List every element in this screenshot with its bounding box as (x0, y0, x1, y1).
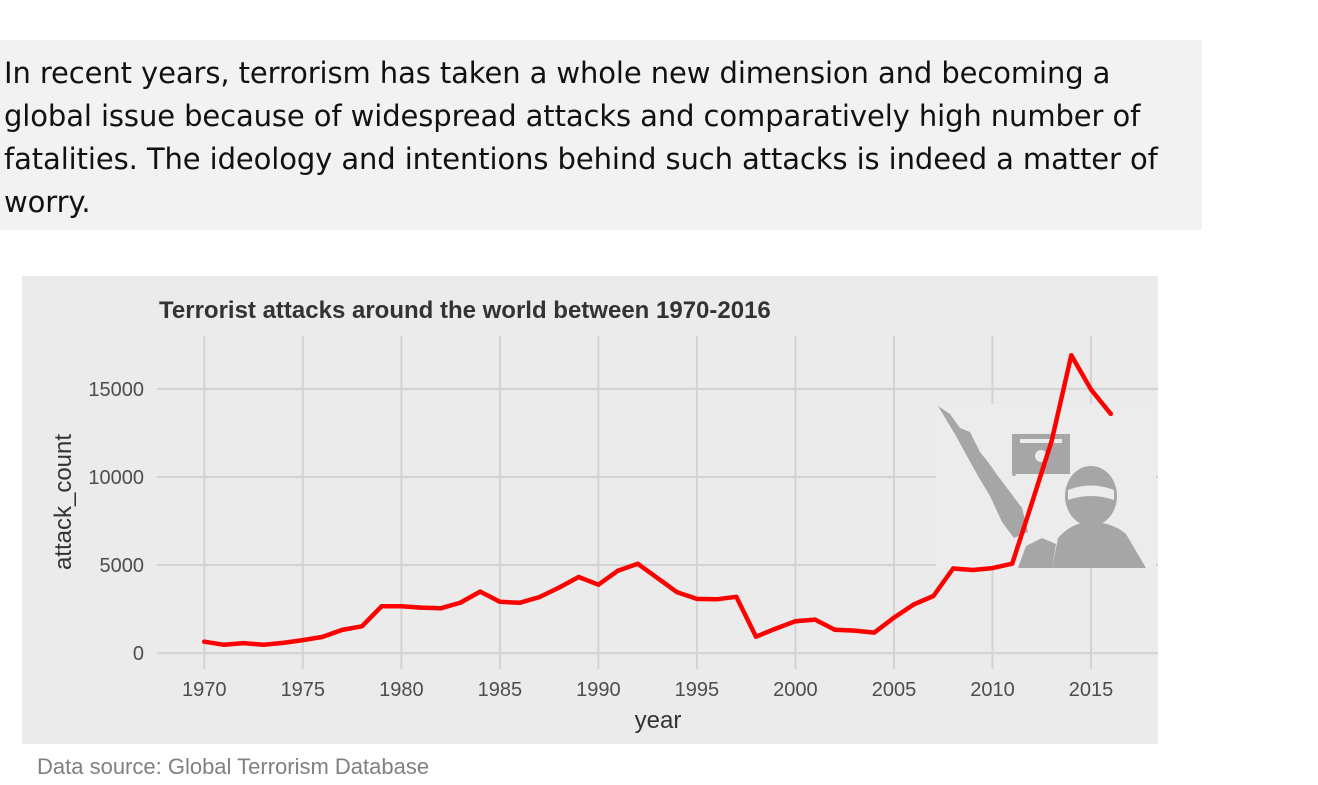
data-point (1088, 387, 1094, 392)
intro-box: In recent years, terrorism has taken a w… (0, 40, 1202, 230)
data-point (478, 589, 483, 594)
data-point (399, 604, 404, 609)
attack-count-line (202, 353, 1113, 648)
data-point (261, 642, 266, 647)
data-point (694, 596, 700, 602)
data-point (793, 619, 798, 624)
data-point (221, 642, 227, 647)
data-point (241, 640, 246, 646)
militant-silhouette-illustration (936, 404, 1156, 568)
source-note: Data source: Global Terrorism Database (37, 754, 430, 779)
data-point (596, 582, 601, 587)
x-tick-label: 1980 (379, 679, 424, 701)
data-point (911, 602, 916, 607)
data-point (675, 590, 680, 595)
data-point (950, 566, 956, 571)
data-point (812, 617, 818, 622)
data-point (714, 597, 719, 602)
data-series (202, 353, 1113, 648)
data-point (931, 593, 936, 599)
data-point (300, 637, 305, 643)
y-tick-label: 5000 (100, 555, 145, 577)
chart-title: Terrorist attacks around the world betwe… (159, 297, 771, 324)
data-point (537, 594, 542, 600)
data-point (458, 600, 463, 605)
data-point (773, 626, 778, 631)
data-point (832, 627, 837, 632)
x-tick-label: 1995 (675, 679, 720, 701)
data-point (280, 640, 286, 646)
line-chart: 1970 1975 1980 1985 1990 1995 2000 2005 2010 2015… (22, 276, 1158, 744)
data-point (615, 568, 621, 573)
x-tick-label: 2010 (970, 679, 1015, 701)
data-point (990, 565, 995, 571)
data-point (517, 600, 522, 605)
data-point (1069, 353, 1074, 358)
data-point (1029, 500, 1035, 506)
data-point (872, 630, 877, 635)
x-tick-label: 1990 (576, 679, 621, 701)
x-tick-label: 2015 (1069, 679, 1114, 701)
x-tick-label: 1975 (281, 679, 326, 701)
data-point (891, 615, 897, 620)
x-axis-label: year (635, 707, 682, 734)
data-point (438, 606, 443, 611)
x-tick-label: 2000 (773, 679, 818, 701)
data-point (970, 567, 975, 573)
data-point (202, 639, 207, 644)
y-tick-label: 15000 (88, 379, 144, 401)
data-point (576, 574, 581, 580)
intro-paragraph: In recent years, terrorism has taken a w… (4, 56, 1158, 219)
data-point (753, 634, 759, 639)
x-tick-label: 2005 (872, 679, 917, 701)
militant-silhouette-icon (1018, 466, 1146, 568)
data-point (497, 599, 503, 604)
chart-panel: 1970 1975 1980 1985 1990 1995 2000 2005 2010 2015… (22, 276, 1158, 744)
axes: 1970 1975 1980 1985 1990 1995 2000 2005 2010 2015… (88, 379, 1113, 701)
data-point (379, 604, 384, 609)
data-point (1010, 561, 1015, 566)
data-point (635, 561, 640, 566)
data-point (1049, 438, 1054, 444)
x-tick-label: 1985 (478, 679, 523, 701)
data-point (359, 624, 365, 629)
rocket-launcher-icon (938, 406, 1028, 538)
data-point (852, 628, 857, 633)
data-point (340, 627, 345, 633)
data-point (734, 594, 739, 599)
data-point (418, 605, 424, 610)
data-point (320, 634, 325, 640)
data-point (556, 585, 562, 590)
data-point (1108, 411, 1113, 416)
x-tick-label: 1970 (182, 679, 227, 701)
y-tick-label: 10000 (88, 467, 144, 489)
y-tick-label: 0 (133, 643, 144, 665)
y-axis-label: attack_count (50, 434, 77, 570)
